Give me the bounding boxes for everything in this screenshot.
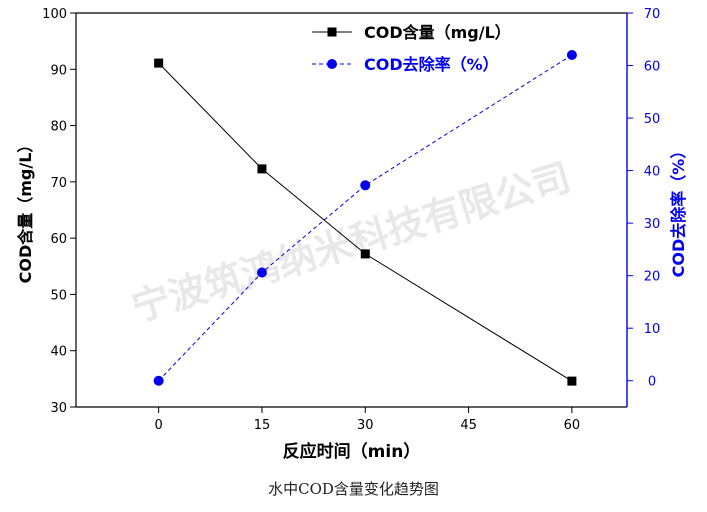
legend-label: COD含量（mg/L）	[364, 23, 511, 42]
legend-marker-square	[327, 27, 337, 37]
data-point-circle	[566, 50, 577, 61]
x-tick-label: 60	[564, 418, 581, 433]
y-right-tick-label: 20	[644, 270, 661, 285]
x-tick-label: 15	[254, 418, 271, 433]
x-tick-label: 30	[357, 418, 374, 433]
y-left-tick-label: 70	[50, 176, 67, 191]
y-left-tick-label: 30	[50, 401, 67, 416]
y-left-tick-label: 50	[50, 288, 67, 303]
y-right-tick-label: 10	[644, 322, 661, 337]
series-line	[158, 54, 573, 382]
figure-caption: 水中COD含量变化趋势图	[268, 480, 439, 498]
y-right-tick-label: 50	[644, 112, 661, 127]
y-right-tick-label: 70	[644, 7, 661, 22]
data-point-circle	[360, 180, 371, 191]
series-line	[158, 62, 573, 382]
y-right-tick-label: 30	[644, 217, 661, 232]
x-tick-label: 0	[155, 418, 163, 433]
y-right-tick-label: 40	[644, 165, 661, 180]
data-point-square	[567, 376, 577, 386]
legend-marker-circle	[327, 59, 337, 69]
y-left-tick-label: 60	[50, 232, 67, 247]
legend-label: COD去除率（%）	[364, 55, 499, 74]
y-left-tick-label: 100	[42, 7, 67, 22]
data-point-square	[360, 249, 370, 259]
data-point-circle	[256, 267, 267, 278]
y-left-tick-label: 80	[50, 120, 67, 135]
x-axis-title: 反应时间（min）	[283, 441, 421, 462]
data-point-circle	[153, 375, 164, 386]
y-right-axis-title: COD去除率（%）	[669, 143, 688, 278]
data-point-square	[257, 164, 267, 174]
y-left-tick-label: 90	[50, 63, 67, 78]
y-right-tick-label: 60	[644, 60, 661, 75]
data-point-square	[154, 58, 164, 68]
y-right-tick-label: 0	[648, 375, 656, 390]
y-left-axis-title: COD含量（mg/L）	[16, 137, 35, 284]
chart-canvas: 宁波筑鸿纳米科技有限公司 0 15 30 45 60304050607080901000…	[16, 7, 688, 462]
x-tick-label: 45	[460, 418, 477, 433]
y-left-tick-label: 40	[50, 345, 67, 360]
